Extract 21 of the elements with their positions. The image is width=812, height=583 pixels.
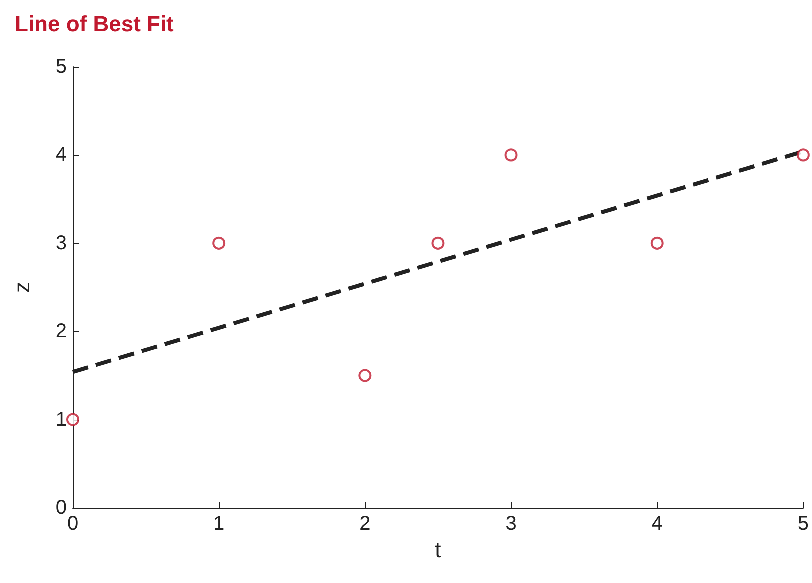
point [358,369,372,382]
y-tick-label: 1 [56,408,67,431]
y-tick-label: 5 [56,56,67,78]
point [650,236,664,250]
point [212,236,226,250]
point [504,148,518,162]
point [796,148,810,162]
x-tick-label: 2 [360,513,371,535]
x-tick-label: 3 [506,513,517,535]
y-tick-label: 4 [56,144,67,166]
x-axis-title: t [435,537,442,562]
y-axis-title: z [10,282,34,293]
y-tick-label: 3 [56,232,67,254]
x-tick-label: 1 [214,513,225,535]
y-tick-label: 0 [56,497,67,519]
point [432,236,445,250]
point [66,413,80,426]
x-tick-label: 5 [798,513,809,535]
y-tick-label: 2 [56,320,67,343]
chart-title: Line of Best Fit [15,12,175,36]
x-tick-label: 4 [652,513,663,535]
